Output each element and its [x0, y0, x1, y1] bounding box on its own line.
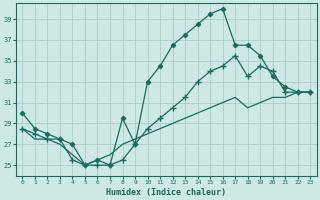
X-axis label: Humidex (Indice chaleur): Humidex (Indice chaleur) — [106, 188, 226, 197]
